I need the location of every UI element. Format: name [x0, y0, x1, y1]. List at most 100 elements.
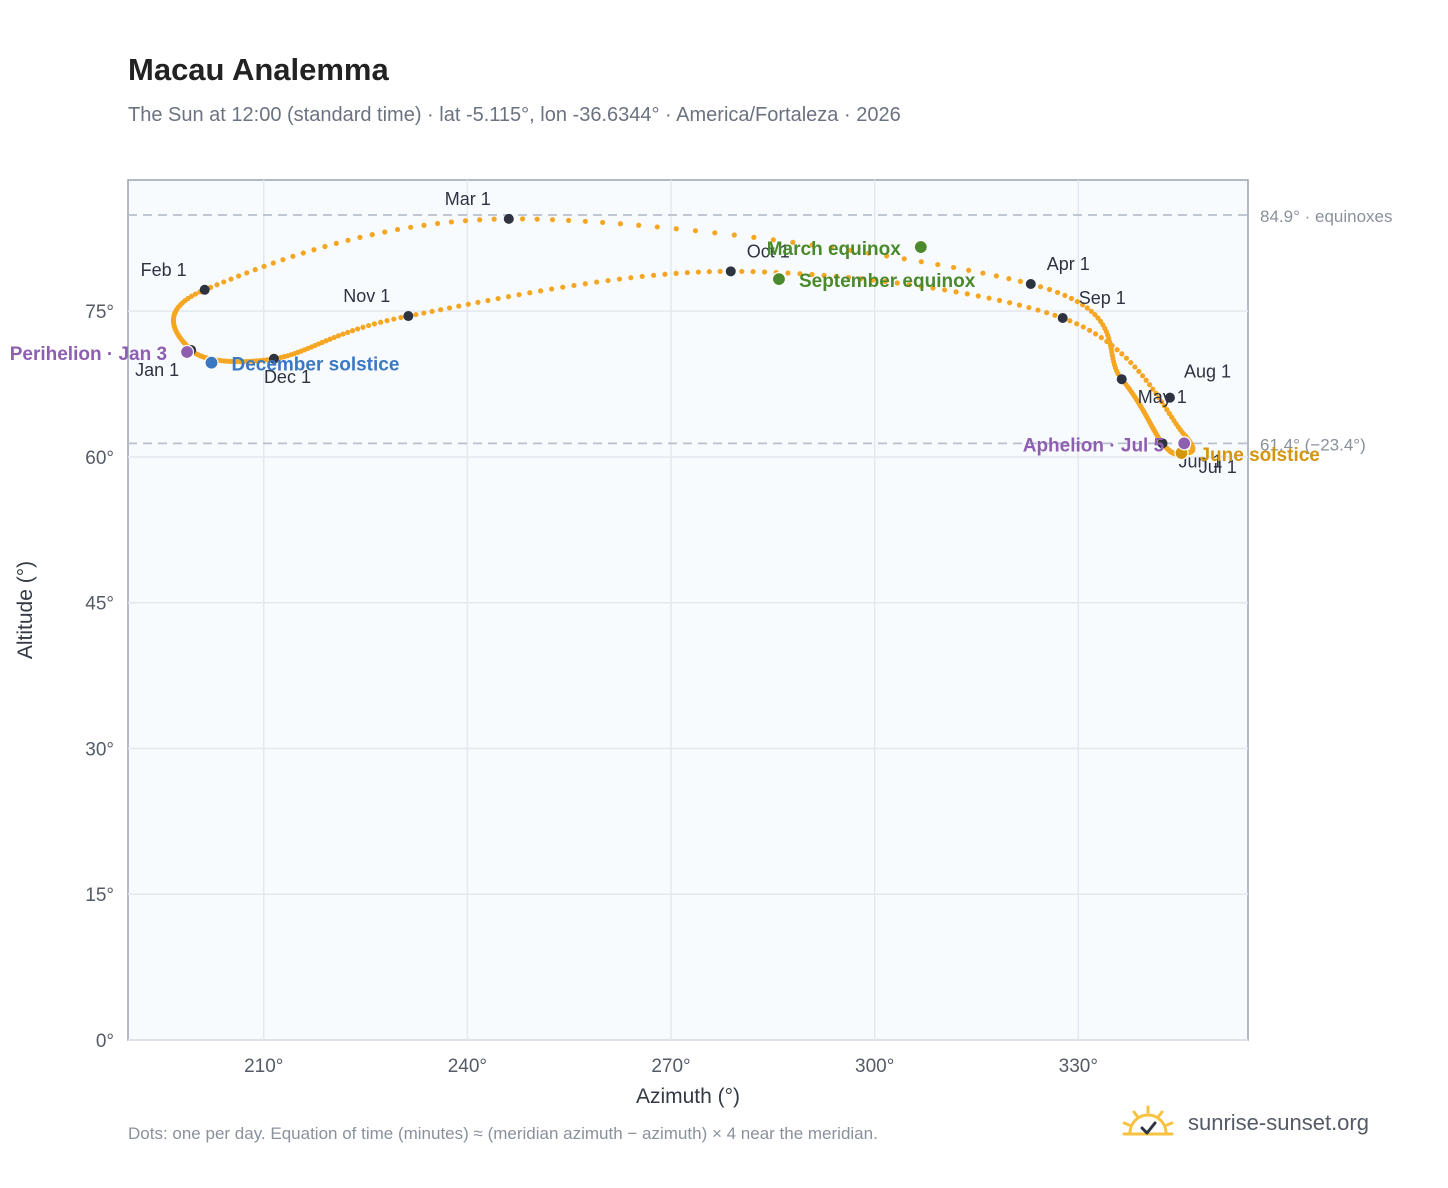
- daily-dot: [290, 253, 296, 259]
- daily-dot: [639, 273, 645, 280]
- daily-dot: [261, 263, 267, 269]
- daily-dot: [421, 222, 427, 228]
- daily-dot: [1104, 338, 1110, 345]
- x-tick-label: 240°: [448, 1056, 487, 1077]
- event-label: June solstice: [1199, 445, 1319, 466]
- reference-line-label: 61.4° (−23.4°): [1260, 435, 1366, 454]
- daily-dot: [349, 328, 356, 334]
- daily-dot: [695, 269, 701, 275]
- daily-dot: [1074, 321, 1080, 327]
- month-marker: [1157, 438, 1168, 449]
- event-label: Perihelion · Jan 3: [10, 344, 167, 365]
- x-tick-label: 330°: [1059, 1056, 1098, 1077]
- daily-dot: [662, 271, 668, 277]
- daily-dot: [331, 334, 337, 341]
- daily-dot: [1114, 347, 1120, 353]
- daily-dot: [950, 264, 957, 271]
- daily-dot: [465, 301, 471, 307]
- daily-dot: [1026, 304, 1032, 311]
- daily-dot: [1156, 395, 1162, 401]
- brand[interactable]: sunrise-sunset.org: [1120, 1100, 1369, 1146]
- daily-dot: [1044, 310, 1050, 316]
- daily-dot: [360, 324, 366, 330]
- daily-dot: [333, 240, 339, 246]
- month-marker: [503, 213, 514, 224]
- daily-dot: [252, 267, 258, 273]
- daily-dot: [845, 274, 852, 281]
- daily-dot: [993, 273, 999, 279]
- daily-dot: [1080, 324, 1086, 330]
- daily-dot: [1146, 382, 1153, 388]
- daily-dot: [1164, 407, 1170, 413]
- daily-dot: [790, 239, 796, 245]
- daily-dot: [421, 310, 427, 316]
- daily-dot: [605, 277, 611, 284]
- month-marker-label: Jul 1: [1199, 457, 1237, 477]
- reference-line-label: 84.9° · equinoxes: [1260, 207, 1393, 226]
- daily-dot: [345, 237, 351, 243]
- daily-dot: [935, 261, 941, 268]
- daily-dot: [717, 268, 723, 275]
- daily-dot: [930, 285, 936, 291]
- daily-dot: [582, 281, 588, 287]
- daily-dot: [1084, 305, 1090, 311]
- y-tick-label: 0°: [96, 1031, 114, 1052]
- daily-dot: [636, 222, 642, 228]
- event-marker: [1177, 436, 1192, 451]
- y-tick-label: 45°: [85, 594, 114, 615]
- event-marker: [913, 239, 928, 255]
- daily-dot: [918, 283, 924, 289]
- plot-area: [127, 179, 1249, 1041]
- chart-subtitle: The Sun at 12:00 (standard time) · lat -…: [128, 104, 901, 126]
- daily-dot: [1007, 300, 1013, 306]
- grid-lines: [128, 180, 1248, 1041]
- axis-ticks: 210° 240° 270° 300° 330° 0° 15° 30° 45° 60° 75°: [85, 302, 1098, 1077]
- daily-dot: [1166, 410, 1172, 417]
- daily-dot: [485, 297, 491, 304]
- month-marker-label: Mar 1: [445, 189, 491, 209]
- daily-dot: [809, 242, 815, 248]
- daily-dot: [429, 308, 435, 315]
- daily-dot: [244, 270, 250, 276]
- daily-dot: [1132, 364, 1138, 370]
- daily-dot: [345, 329, 351, 335]
- daily-dot: [311, 247, 317, 253]
- daily-dot: [505, 294, 512, 300]
- daily-dot: [828, 244, 834, 251]
- month-marker-label: Aug 1: [1184, 362, 1231, 382]
- daily-dot: [628, 275, 634, 281]
- month-marker: [268, 353, 279, 364]
- month-marker: [1025, 278, 1036, 289]
- daily-dot: [391, 316, 397, 322]
- daily-dot: [448, 219, 454, 225]
- daily-dot: [980, 270, 986, 276]
- daily-dot: [221, 279, 227, 285]
- month-marker: [1164, 392, 1175, 403]
- daily-dot: [684, 270, 690, 276]
- event-marker: [204, 355, 219, 370]
- daily-dot: [770, 237, 776, 243]
- daily-dot: [236, 273, 242, 279]
- daily-dot: [761, 269, 768, 275]
- month-marker-label: Apr 1: [1047, 254, 1090, 274]
- daily-dot: [192, 291, 199, 297]
- daily-dot: [519, 216, 526, 222]
- daily-dot: [673, 270, 679, 276]
- daily-dot: [335, 333, 342, 339]
- event-markers: March equinox September equinox December s…: [10, 239, 1320, 466]
- footnote: Dots: one per day. Equation of time (min…: [128, 1124, 878, 1143]
- daily-dot: [821, 272, 827, 279]
- daily-dot: [516, 292, 522, 298]
- daily-dot: [654, 224, 660, 230]
- daily-dot: [1037, 284, 1044, 290]
- daily-dot: [1139, 373, 1146, 379]
- daily-dot: [617, 221, 624, 227]
- brand-name[interactable]: sunrise-sunset.org: [1188, 1110, 1369, 1135]
- daily-dot: [785, 270, 791, 276]
- x-tick-label: 270°: [651, 1056, 690, 1077]
- daily-dot: [1092, 312, 1098, 318]
- daily-dot: [833, 273, 839, 280]
- daily-dot: [953, 289, 959, 295]
- event-label: March equinox: [767, 239, 902, 260]
